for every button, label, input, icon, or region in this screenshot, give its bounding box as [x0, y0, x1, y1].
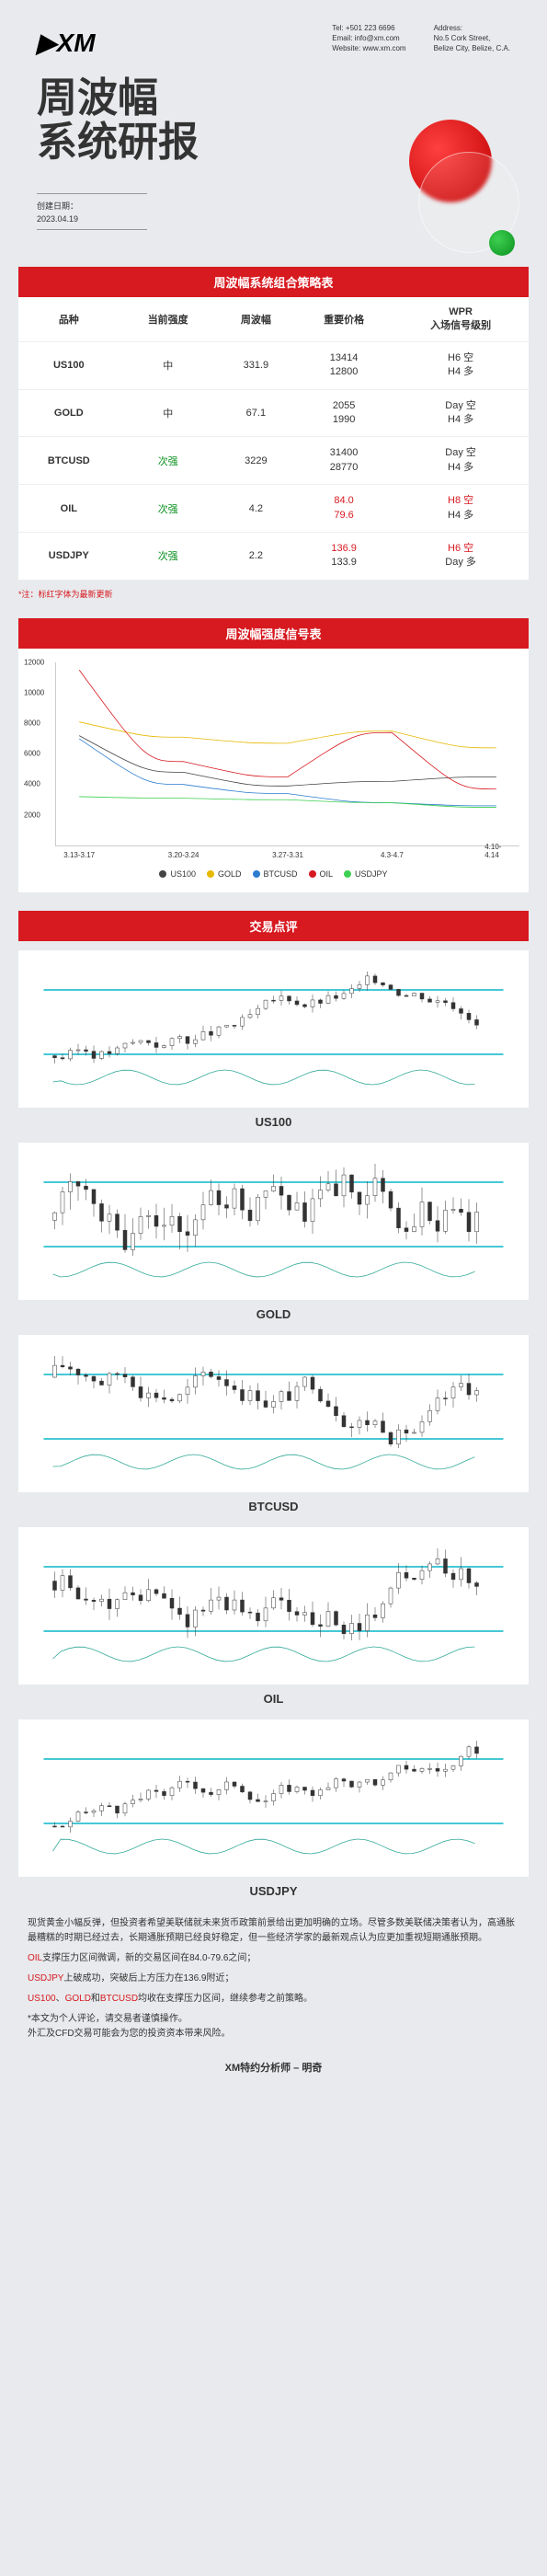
candlestick-chart: [18, 1335, 529, 1492]
commentary: 现货黄金小幅反弹，但投资者希望美联储就未来货币政策前景给出更加明确的立场。尽管多…: [28, 1916, 519, 2041]
commentary-line: US100、GOLD和BTCUSD均收在支撑压力区间，继续参考之前策略。: [28, 1992, 519, 2007]
line-chart-container: 200040006000800010000120003.13-3.173.20-…: [18, 649, 529, 892]
strategy-table: 品种当前强度周波幅重要价格WPR入场信号级别 US100中331.9134141…: [18, 297, 529, 581]
candlestick-chart: [18, 950, 529, 1108]
table-header: WPR入场信号级别: [393, 297, 529, 342]
commentary-line: 现货黄金小幅反弹，但投资者希望美联储就未来货币政策前景给出更加明确的立场。尽管多…: [28, 1916, 519, 1946]
commentary-line: OIL支撑压力区间微调，新的交易区间在84.0-79.6之间；: [28, 1951, 519, 1966]
header: ▶XM Tel: +501 223 6696 Email: info@xm.co…: [0, 0, 547, 248]
table-row: OIL次强4.284.079.6H8 空H4 多: [18, 485, 529, 533]
contact-addr-1: No.5 Cork Street,: [434, 33, 510, 43]
contact-addr-2: Belize City, Belize, C.A.: [434, 43, 510, 53]
date-value: 2023.04.19: [37, 214, 78, 224]
contact-website: Website: www.xm.com: [332, 43, 405, 53]
chart-label: USDJPY: [0, 1884, 547, 1898]
date-label: 创建日期：: [37, 200, 147, 212]
table-row: GOLD中67.120551990Day 空H4 多: [18, 389, 529, 437]
review-header: 交易点评: [18, 911, 529, 941]
candlestick-chart: [18, 1143, 529, 1300]
table-row: USDJPY次强2.2136.9133.9H6 空Day 多: [18, 532, 529, 580]
legend-item: GOLD: [207, 869, 242, 879]
table-note: *注：标红字体为最新更新: [18, 588, 529, 600]
contact-info: Tel: +501 223 6696 Email: info@xm.com We…: [332, 23, 510, 54]
table-header: 当前强度: [120, 297, 217, 342]
author: XM特约分析师 – 明奇: [0, 2060, 547, 2075]
commentary-line: *本文为个人评论，请交易者谨慎操作。外汇及CFD交易可能会为您的投资资本带来风险…: [28, 2012, 519, 2041]
table-row: BTCUSD次强32293140028770Day 空H4 多: [18, 437, 529, 485]
chart-label: BTCUSD: [0, 1500, 547, 1513]
contact-tel: Tel: +501 223 6696: [332, 23, 405, 33]
contact-addr-label: Address:: [434, 23, 510, 33]
strategy-table-header: 周波幅系统组合策略表: [18, 267, 529, 297]
candlestick-chart: [18, 1719, 529, 1877]
contact-email: Email: info@xm.com: [332, 33, 405, 43]
legend-item: BTCUSD: [253, 869, 298, 879]
chart-label: OIL: [0, 1692, 547, 1706]
table-header: 品种: [18, 297, 120, 342]
date-block: 创建日期： 2023.04.19: [37, 193, 147, 230]
table-row: US100中331.91341412800H6 空H4 多: [18, 341, 529, 389]
line-chart: 200040006000800010000120003.13-3.173.20-…: [55, 662, 519, 846]
legend-item: OIL: [309, 869, 334, 879]
legend-item: US100: [159, 869, 196, 879]
table-header: 周波幅: [217, 297, 295, 342]
chart-label: GOLD: [0, 1307, 547, 1321]
candlestick-chart: [18, 1527, 529, 1685]
table-header: 重要价格: [295, 297, 393, 342]
chart-label: US100: [0, 1115, 547, 1129]
chart-legend: US100 GOLD BTCUSD OIL USDJPY: [28, 869, 519, 879]
decoration-circle-green: [489, 230, 515, 256]
legend-item: USDJPY: [344, 869, 388, 879]
commentary-line: USDJPY上破成功，突破后上方压力在136.9附近；: [28, 1972, 519, 1986]
signal-table-header: 周波幅强度信号表: [18, 618, 529, 649]
